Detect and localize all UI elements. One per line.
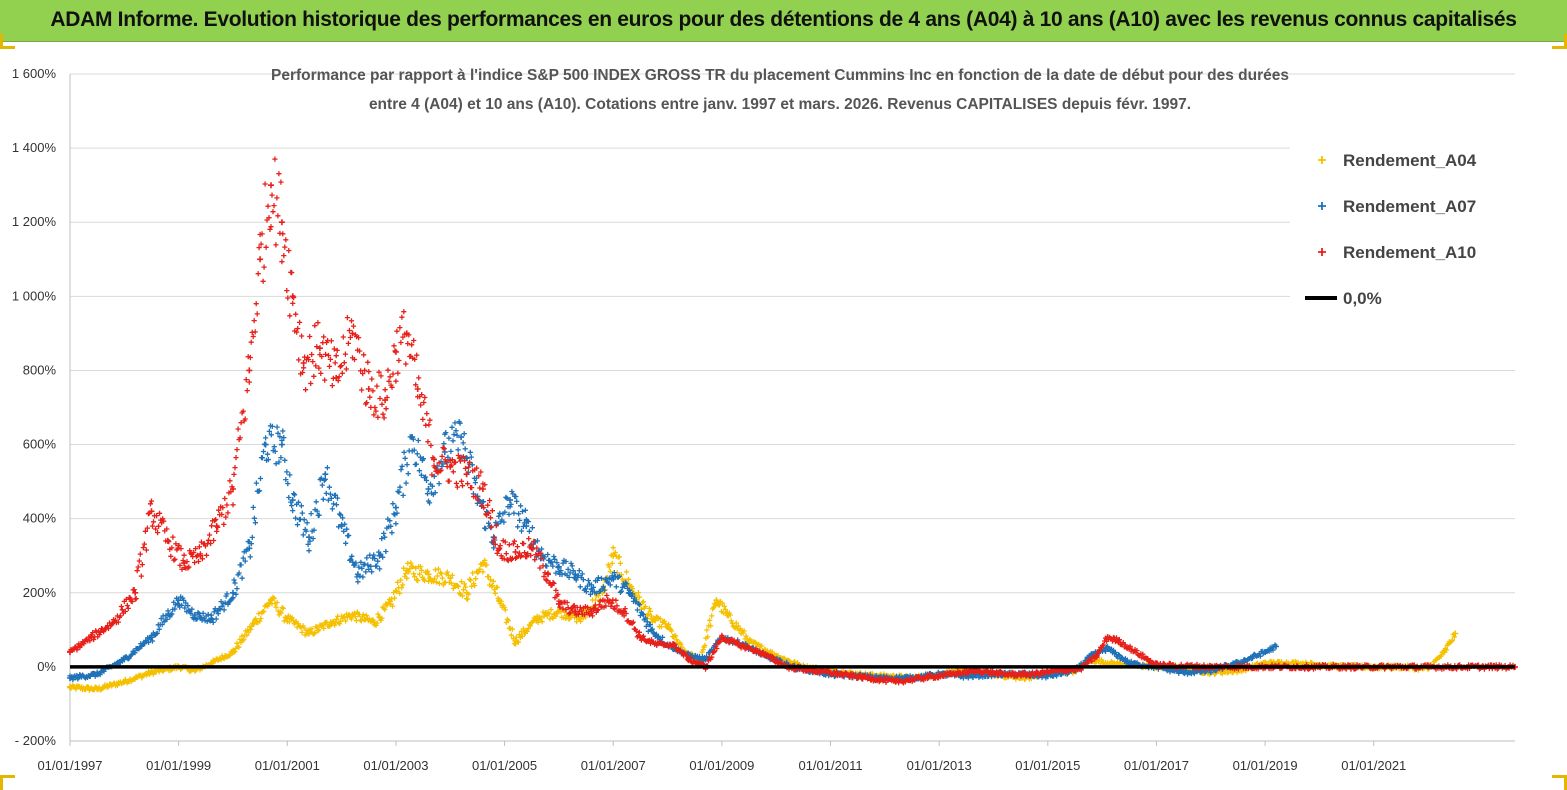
x-tick-label: 01/01/1997 [37,758,102,773]
legend-item: Rendement_A10 [1318,243,1476,262]
y-tick-label: 400% [23,511,57,526]
y-tick-label: 1 400% [12,140,57,155]
x-tick-label: 01/01/2005 [472,758,537,773]
data-point [414,386,421,392]
data-point [257,256,264,263]
legend-background [1290,130,1522,320]
y-tick-label: 600% [23,437,57,452]
chart-title-line-2: entre 4 (A04) et 10 ans (A10). Cotations… [369,96,1191,113]
data-point [425,486,432,492]
data-point [512,549,519,555]
frame-corner-top-right [1552,34,1567,49]
legend-label: Rendement_A10 [1343,243,1476,262]
x-tick-label: 01/01/2021 [1341,758,1406,773]
chart-legend: Rendement_A04 Rendement_A07 Rendement_A10 0… [1290,130,1522,320]
x-axis-tick-labels: 01/01/1997 01/01/1999 01/01/2001 01/01/2003… [37,758,1406,773]
data-point [132,589,139,596]
y-axis-tick-labels: 1 600% 1 400% 1 200% 1 000% 800% 600% 400% 200%… [12,66,57,748]
data-point [392,348,399,355]
y-tick-label: 0% [37,659,56,674]
data-point [507,497,513,504]
x-tick-label: 01/01/2001 [255,758,320,773]
x-tick-label: 01/01/2009 [689,758,754,773]
legend-plus-swatch [1318,156,1326,164]
data-point [289,293,296,300]
x-tick-label: 01/01/2019 [1233,758,1298,773]
legend-plus-swatch [1318,248,1326,256]
data-point [300,360,307,366]
report-banner: ADAM Informe. Evolution historique des p… [0,0,1567,42]
x-tick-label: 01/01/2011 [798,758,862,773]
data-point [230,589,236,596]
x-tick-label: 01/01/2015 [1015,758,1080,773]
data-point [555,563,562,570]
series-rendement-a04 [67,545,1459,693]
y-tick-label: - 200% [15,733,57,748]
data-point [213,523,220,530]
data-point [479,486,486,492]
x-tick-label: 01/01/2007 [581,758,646,773]
data-point [316,345,323,352]
data-point [392,504,399,511]
frame-corner-bottom-left [0,775,15,790]
data-point [458,434,465,441]
legend-item: 0,0% [1305,289,1382,308]
data-point [306,534,312,541]
data-point [268,182,274,189]
legend-label: Rendement_A07 [1343,197,1476,216]
data-point [278,219,285,226]
legend-item: Rendement_A07 [1318,197,1476,216]
data-point [349,330,356,337]
legend-item: Rendement_A04 [1318,151,1477,170]
frame-corner-top-left [0,34,15,49]
legend-label: 0,0% [1343,289,1382,308]
legend-plus-swatch [1318,202,1326,210]
data-point [490,534,497,541]
y-tick-label: 800% [23,362,57,377]
chart-title-line-1: Performance par rapport à l'indice S&P 5… [271,67,1289,84]
legend-label: Rendement_A04 [1343,151,1477,170]
data-point [322,471,329,478]
frame-corner-bottom-right [1552,775,1567,790]
x-tick-label: 01/01/2017 [1124,758,1189,773]
report-title: ADAM Informe. Evolution historique des p… [50,8,1517,31]
data-point [246,367,253,374]
y-tick-label: 1 200% [12,214,57,229]
y-tick-label: 1 600% [12,66,57,81]
x-tick-label: 01/01/2013 [907,758,972,773]
y-tick-label: 200% [23,585,57,600]
x-tick-label: 01/01/1999 [146,758,211,773]
x-tick-label: 01/01/2003 [363,758,428,773]
data-point [365,386,372,392]
y-tick-label: 1 000% [12,288,57,303]
